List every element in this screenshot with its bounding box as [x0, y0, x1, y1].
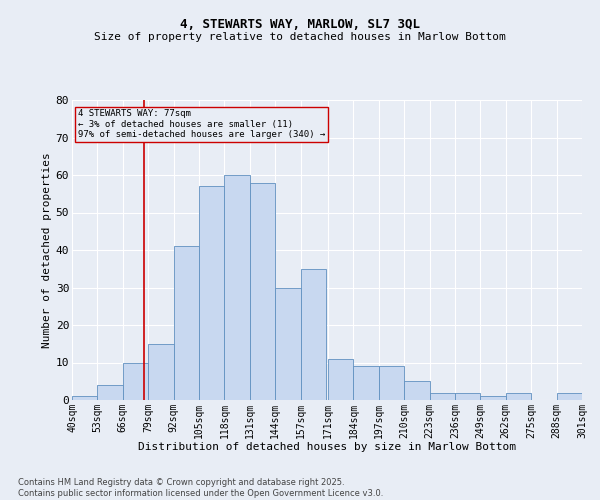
Bar: [506, 392, 531, 400]
Bar: [379, 366, 404, 400]
Bar: [72, 396, 97, 400]
Bar: [557, 392, 582, 400]
Bar: [404, 381, 430, 400]
Bar: [173, 246, 199, 400]
Text: Contains HM Land Registry data © Crown copyright and database right 2025.
Contai: Contains HM Land Registry data © Crown c…: [18, 478, 383, 498]
Bar: [301, 269, 326, 400]
Text: 4, STEWARTS WAY, MARLOW, SL7 3QL: 4, STEWARTS WAY, MARLOW, SL7 3QL: [180, 18, 420, 30]
Bar: [199, 186, 224, 400]
Y-axis label: Number of detached properties: Number of detached properties: [41, 152, 52, 348]
Bar: [328, 359, 353, 400]
Bar: [250, 182, 275, 400]
Bar: [353, 366, 379, 400]
Bar: [455, 392, 481, 400]
Bar: [123, 362, 148, 400]
Text: 4 STEWARTS WAY: 77sqm
← 3% of detached houses are smaller (11)
97% of semi-detac: 4 STEWARTS WAY: 77sqm ← 3% of detached h…: [78, 110, 325, 139]
Bar: [430, 392, 455, 400]
Bar: [148, 344, 173, 400]
Bar: [481, 396, 506, 400]
Bar: [97, 385, 123, 400]
Text: Size of property relative to detached houses in Marlow Bottom: Size of property relative to detached ho…: [94, 32, 506, 42]
Bar: [275, 288, 301, 400]
Bar: [224, 175, 250, 400]
X-axis label: Distribution of detached houses by size in Marlow Bottom: Distribution of detached houses by size …: [138, 442, 516, 452]
